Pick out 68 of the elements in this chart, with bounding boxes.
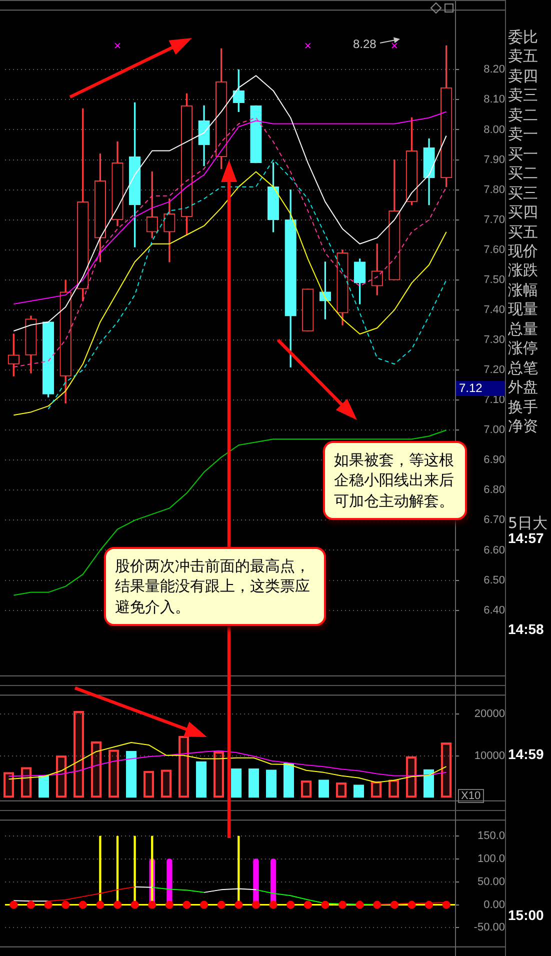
text: 总量 (508, 320, 538, 338)
text: 涨幅 (508, 280, 538, 299)
text: 卖一 (508, 125, 538, 144)
text: 14:58 (508, 621, 544, 637)
y-tick-label: 20000 (474, 708, 505, 720)
text: 5日大 (508, 514, 548, 532)
y-tick-label: 7.90 (484, 154, 505, 166)
text: 委比 (508, 28, 538, 46)
text: 净资 (508, 417, 538, 435)
annotation: 股价两次冲击前面的最高点，结果量能没有跟上，这类票应避免介入。 (104, 547, 326, 626)
y-tick-label: 7.60 (484, 244, 505, 256)
y-tick-label: 8.10 (484, 94, 505, 106)
y-tick-label: 6.90 (484, 454, 505, 466)
bar (73, 710, 84, 798)
text: 换手 (508, 398, 538, 416)
y-tick-label: 7.80 (484, 184, 505, 196)
y-tick-label: 7.70 (484, 214, 505, 226)
text: 买五 (508, 222, 538, 240)
y-tick-label: 150.0 (477, 830, 505, 842)
bar (388, 780, 400, 798)
y-tick-label: 6.50 (484, 574, 505, 586)
y-tick-label: 7.50 (484, 274, 505, 286)
y-tick-label: 6.60 (484, 544, 505, 556)
bar (440, 742, 452, 798)
y-tick-label: 10000 (474, 750, 505, 762)
y-tick-label: 7.40 (484, 304, 505, 316)
text: 涨停 (508, 339, 538, 358)
y-tick-label: 6.70 (484, 514, 505, 526)
bar (108, 750, 120, 798)
text: 买四 (508, 203, 538, 222)
line-series (13, 117, 447, 368)
text: 卖四 (508, 66, 538, 85)
text: 卖二 (508, 106, 538, 124)
y-tick-label: 6.80 (484, 484, 505, 496)
text: 现量 (508, 300, 538, 318)
bar (3, 772, 14, 798)
text: 涨跌 (508, 261, 538, 280)
bar (213, 751, 224, 798)
y-tick-label: 0.00 (484, 898, 505, 911)
bar (90, 741, 102, 798)
text: 卖五 (508, 47, 538, 66)
y-tick-label: 7.00 (484, 424, 505, 436)
y-tick-label: -50.00 (474, 922, 505, 934)
text: 买一 (508, 144, 538, 163)
y-tick-label: 7.20 (484, 364, 505, 376)
text: 总笔 (508, 358, 538, 377)
y-tick-label: 8.00 (484, 124, 505, 136)
text: 买三 (508, 184, 538, 202)
text: 现价 (508, 242, 538, 260)
text: 卖三 (508, 86, 538, 104)
y-tick-label: 100.0 (477, 853, 505, 866)
bar (160, 770, 172, 798)
text: 14:59 (508, 746, 544, 762)
text: 7.12 (456, 381, 505, 396)
text: 外盘 (508, 378, 538, 396)
annotation: 8.28 (353, 37, 376, 51)
text: 15:00 (508, 907, 544, 923)
y-tick-label: 7.30 (484, 334, 505, 346)
text: X10 (458, 789, 484, 803)
bar (406, 756, 417, 798)
bar (143, 770, 154, 798)
y-tick-label: 6.40 (484, 604, 505, 616)
y-tick-label: 8.20 (484, 64, 505, 76)
bar (56, 755, 67, 798)
annotation: 如果被套，等这根企稳小阳线出来后可加仓主动解套。 (323, 441, 467, 520)
text: 买二 (508, 164, 538, 182)
y-tick-label: 50.00 (477, 876, 505, 888)
text: 14:57 (508, 530, 544, 546)
